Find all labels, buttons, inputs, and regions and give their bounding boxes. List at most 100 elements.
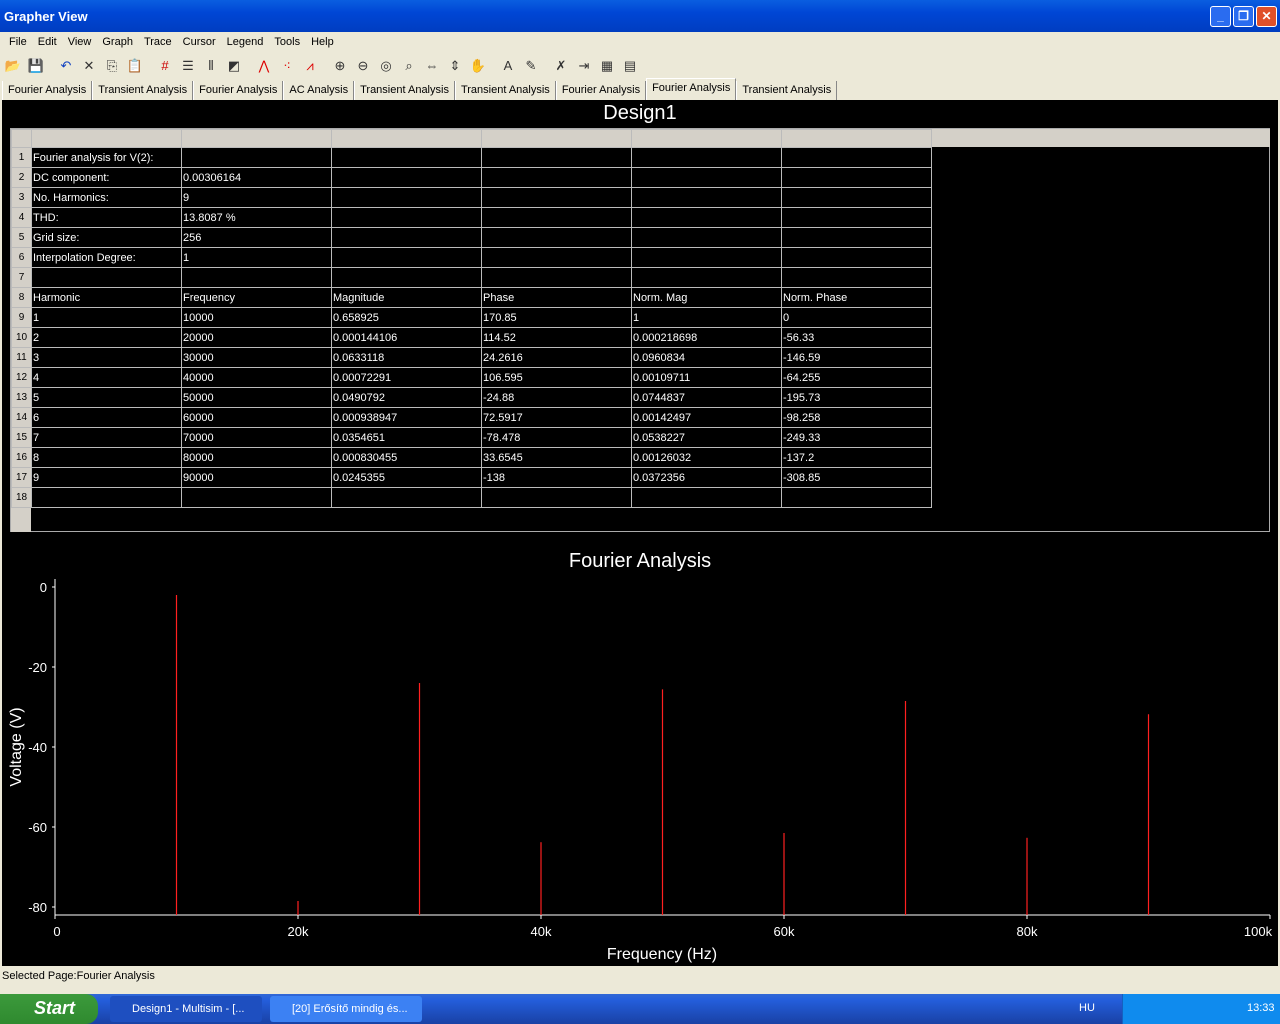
zoom-100-icon[interactable]: ◎ — [380, 58, 392, 73]
x-tick-label: 20k — [288, 924, 309, 939]
page-properties-icon[interactable]: ▦ — [600, 58, 614, 73]
chart-title: Fourier Analysis — [568, 550, 712, 572]
table-cell[interactable]: 80000 — [181, 447, 332, 468]
row-header[interactable]: 16 — [11, 447, 32, 468]
table-cell[interactable]: 0.0538227 — [631, 427, 782, 448]
open-icon[interactable]: 📂 — [4, 58, 22, 73]
zoom-area-icon[interactable]: ⌕ — [405, 58, 413, 73]
export-icon[interactable]: ⇥ — [578, 58, 590, 73]
menu-help[interactable]: Help — [311, 36, 334, 48]
table-cell[interactable]: Phase — [481, 287, 632, 308]
tab-transient-analysis[interactable]: Transient Analysis — [454, 81, 556, 100]
label-icon[interactable]: ✎ — [525, 58, 537, 73]
text-icon[interactable]: A — [503, 58, 513, 73]
x-tick-label: 0 — [53, 924, 60, 939]
table-cell[interactable]: No. Harmonics: — [31, 187, 182, 208]
pan-icon[interactable]: ✋ — [469, 58, 487, 73]
corner-cell — [11, 129, 32, 148]
y-tick-label: -20 — [28, 660, 47, 675]
tab-fourier-analysis[interactable]: Fourier Analysis — [2, 81, 93, 100]
start-button[interactable]: Start — [0, 994, 98, 1024]
save-icon[interactable]: 💾 — [27, 58, 45, 73]
table-cell[interactable]: 90000 — [181, 467, 332, 488]
table-cell[interactable]: -56.33 — [781, 327, 932, 348]
menu-legend[interactable]: Legend — [226, 36, 264, 48]
row-header[interactable]: 5 — [11, 227, 32, 248]
toolbar: 📂 💾 ↶ ✕ ⎘ 📋 # ☰ ⫴ ◩ ⋀ ⁖ ⩘ ⊕ ⊖ ◎ ⌕ ⇔ ⇕ ✋ A ✎ ✗ ⇥ ▦ ▤ — [0, 54, 1280, 78]
tab-ac-analysis[interactable]: AC Analysis — [283, 81, 355, 100]
tab-fourier-analysis[interactable]: Fourier Analysis — [646, 78, 737, 100]
row-header[interactable]: 10 — [11, 327, 32, 348]
cursors-icon[interactable]: ⫴ — [208, 58, 214, 73]
menu-view[interactable]: View — [67, 36, 92, 48]
table-cell[interactable]: 33.6545 — [481, 447, 632, 468]
menu-trace[interactable]: Trace — [143, 36, 172, 48]
minimize-button[interactable]: _ — [1210, 6, 1231, 27]
row-header[interactable]: 11 — [11, 347, 32, 368]
column-header[interactable] — [781, 129, 932, 148]
menu-tools[interactable]: Tools — [274, 36, 301, 48]
table-cell[interactable]: 106.595 — [481, 367, 632, 388]
table-cell[interactable]: -249.33 — [781, 427, 932, 448]
table-cell[interactable]: 0.000830455 — [331, 447, 482, 468]
tab-transient-analysis[interactable]: Transient Analysis — [736, 81, 838, 100]
row-header[interactable]: 15 — [11, 427, 32, 448]
table-cell[interactable]: -146.59 — [781, 347, 932, 368]
reverse-colors-icon[interactable]: ◩ — [227, 58, 241, 73]
table-row: 5 Grid size: 256 — [11, 227, 932, 248]
row-header[interactable]: 13 — [11, 387, 32, 408]
table-cell[interactable]: 0.658925 — [331, 307, 482, 328]
table-cell[interactable]: 0 — [781, 307, 932, 328]
menu-graph[interactable]: Graph — [102, 36, 133, 48]
tab-transient-analysis[interactable]: Transient Analysis — [354, 81, 455, 100]
grid-icon[interactable]: # — [161, 58, 169, 73]
table-row: 9 1 10000 0.658925 170.85 1 0 — [11, 307, 932, 328]
table-cell[interactable]: Magnitude — [331, 287, 482, 308]
language-indicator[interactable]: HU — [1079, 1002, 1095, 1014]
zoom-in-icon[interactable]: ⊕ — [334, 58, 346, 73]
menu-cursor[interactable]: Cursor — [182, 36, 216, 48]
zoom-x-icon[interactable]: ⇔ — [425, 58, 439, 73]
row-header[interactable]: 14 — [11, 407, 32, 428]
zoom-y-icon[interactable]: ⇕ — [449, 58, 461, 73]
delete-icon[interactable]: ✕ — [83, 58, 95, 73]
table-cell[interactable]: 114.52 — [481, 327, 632, 348]
line-icon[interactable]: ⋀ — [258, 58, 270, 73]
column-header[interactable] — [331, 129, 482, 148]
undo-icon[interactable]: ↶ — [60, 58, 72, 73]
table-row: 17 9 90000 0.0245355 -138 0.0372356 -308.85 — [11, 467, 932, 488]
table-cell[interactable]: -78.478 — [481, 427, 632, 448]
menu-bar: File Edit View Graph Trace Cursor Legend Tools H… — [0, 32, 1280, 53]
overlay-icon[interactable]: ✗ — [555, 58, 567, 73]
close-button[interactable]: ✕ — [1256, 6, 1277, 27]
zoom-out-icon[interactable]: ⊖ — [357, 58, 369, 73]
row-header[interactable]: 4 — [11, 207, 32, 228]
row-header[interactable]: 7 — [11, 267, 32, 288]
task-multisim[interactable]: Design1 - Multisim - [... — [110, 996, 262, 1022]
tab-fourier-analysis[interactable]: Fourier Analysis — [555, 81, 647, 100]
table-cell[interactable]: Grid size: — [31, 227, 182, 248]
paste-icon[interactable]: 📋 — [126, 58, 144, 73]
task-firefox[interactable]: [20] Erősítő mindig és... — [270, 996, 422, 1022]
table-cell[interactable]: 0.00072291 — [331, 367, 482, 388]
column-header[interactable] — [631, 129, 782, 148]
row-header[interactable]: 8 — [11, 287, 32, 308]
properties-icon[interactable]: ▤ — [623, 58, 637, 73]
table-row: 18 — [11, 487, 932, 508]
table-cell[interactable]: 0.0633118 — [331, 347, 482, 368]
legend-icon[interactable]: ☰ — [182, 58, 194, 73]
window-title: Grapher View — [4, 9, 88, 24]
tab-fourier-analysis[interactable]: Fourier Analysis — [193, 81, 284, 100]
copy-icon[interactable]: ⎘ — [106, 58, 118, 73]
points-icon[interactable]: ⁖ — [283, 58, 291, 73]
table-cell[interactable] — [781, 487, 932, 508]
menu-edit[interactable]: Edit — [37, 36, 57, 48]
tab-transient-analysis[interactable]: Transient Analysis — [92, 81, 194, 100]
row-header[interactable]: 1 — [11, 147, 32, 168]
line-points-icon[interactable]: ⩘ — [306, 58, 314, 73]
table-row: 2 DC component: 0.00306164 — [11, 167, 932, 188]
maximize-button[interactable]: ❐ — [1233, 6, 1254, 27]
menu-file[interactable]: File — [9, 36, 27, 48]
row-header[interactable]: 18 — [11, 487, 32, 508]
table-cell[interactable]: -308.85 — [781, 467, 932, 488]
